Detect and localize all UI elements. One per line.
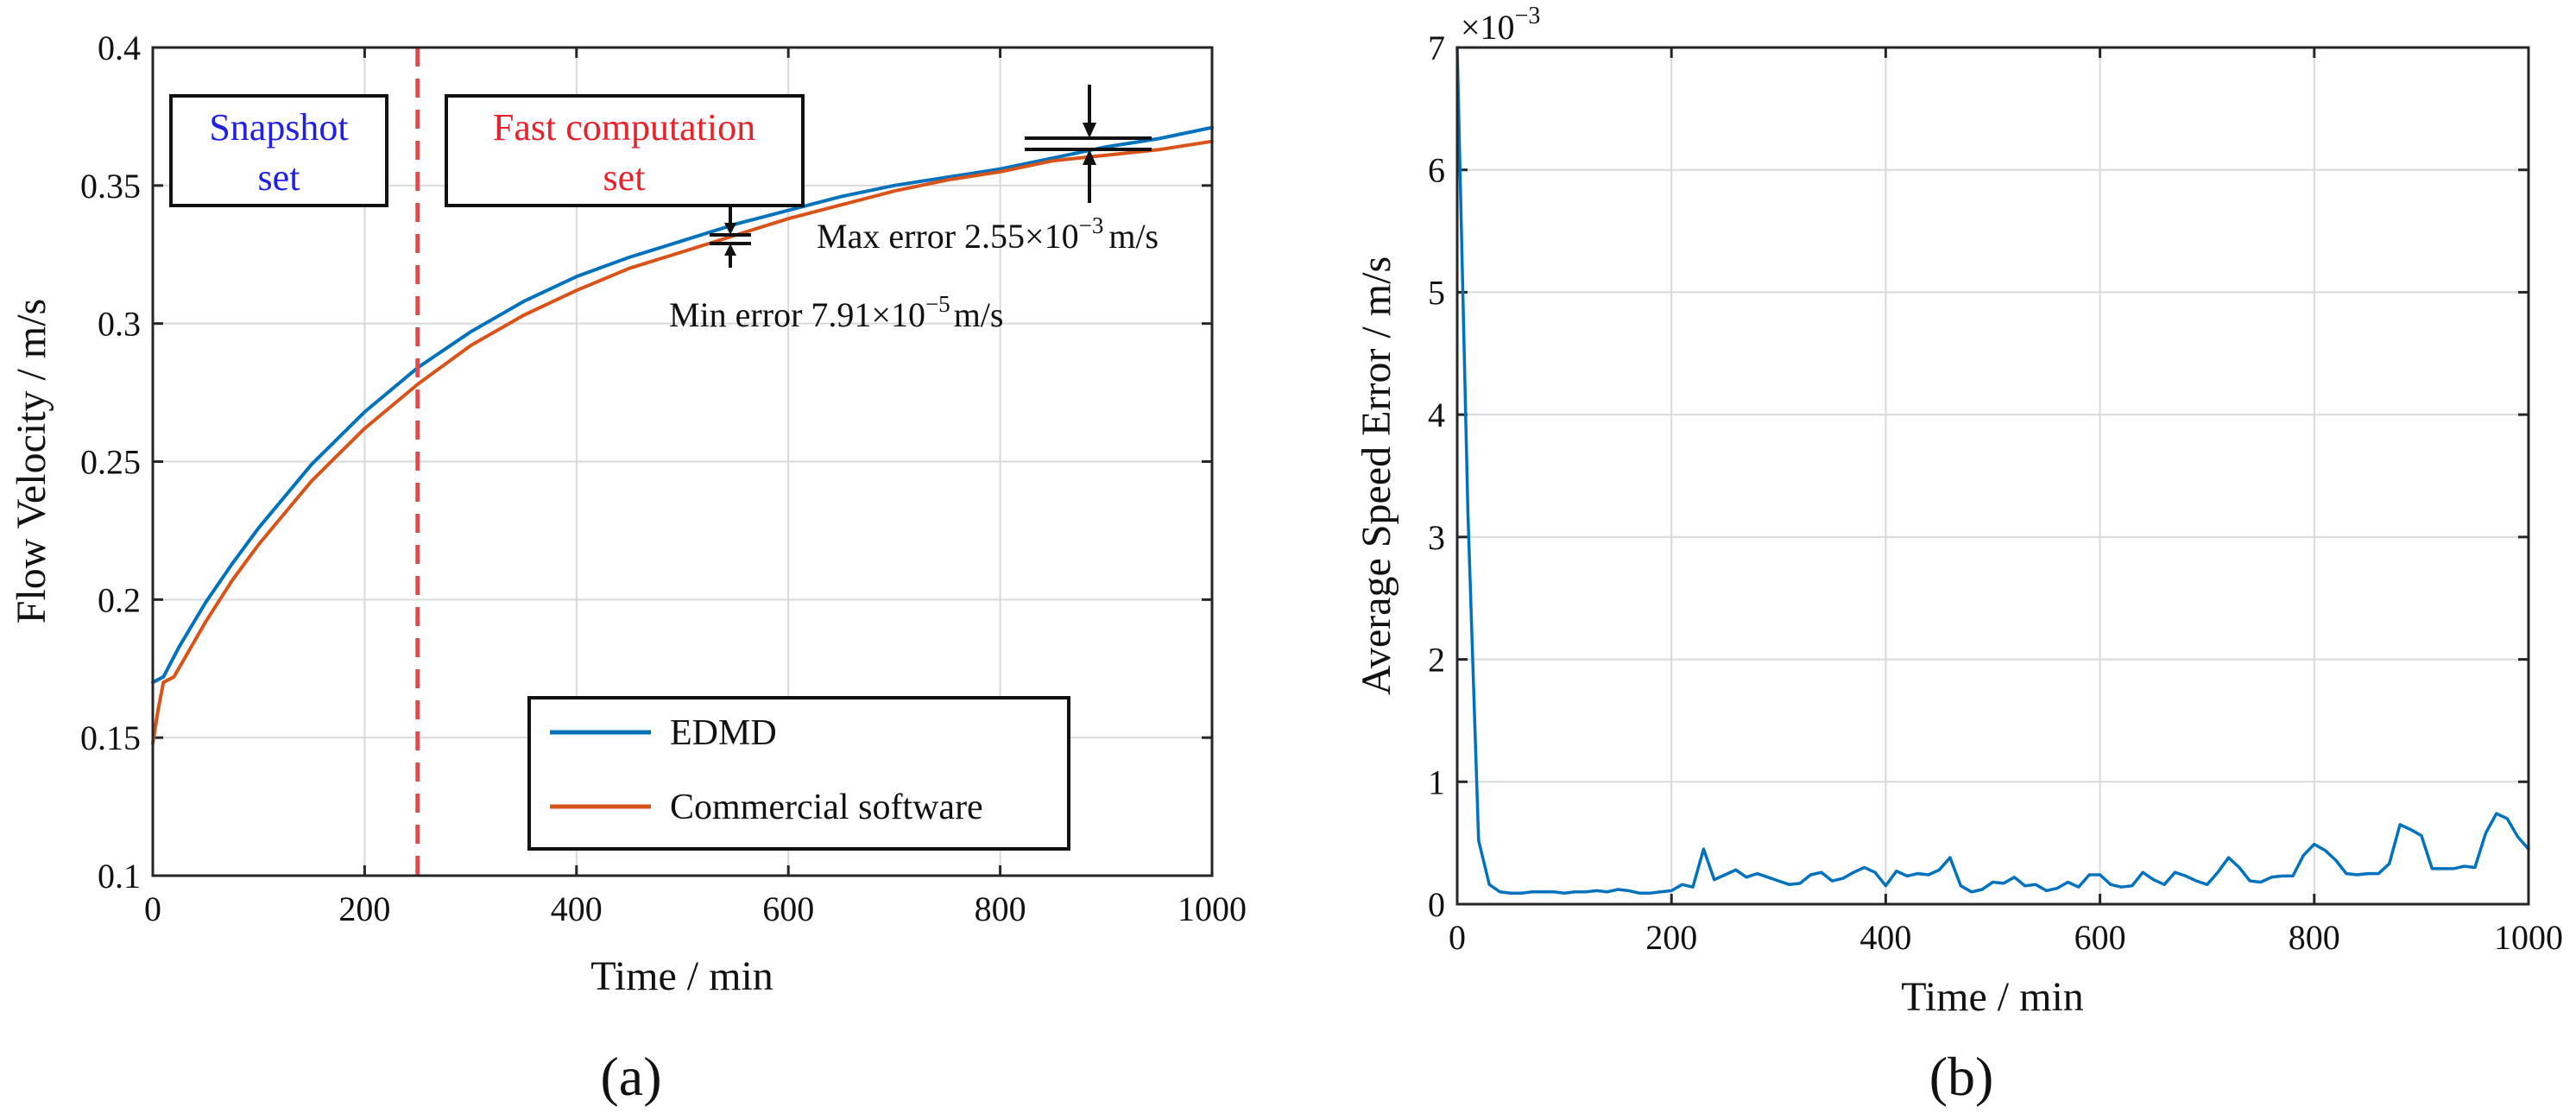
chart-b-ytick-label: 2	[1428, 641, 1445, 680]
snapshot-set-label-line2: set	[258, 156, 300, 199]
chart-a-ytick-label: 0.25	[80, 443, 141, 482]
legend-label-commercial: Commercial software	[670, 788, 983, 827]
chart-a: 0 200 400 600 800 1000 0.1 0.15 0.2 0.25 0.3 0.35 0.…	[9, 28, 1247, 1107]
chart-b-ytick-label: 6	[1428, 151, 1445, 190]
chart-b-ticks: 0 200 400 600 800 1000 0 1 2 3 4 5 6 7	[1428, 28, 2563, 957]
chart-b-series-line-primary	[1455, 46, 2530, 895]
fast-computation-set-box	[445, 94, 805, 207]
chart-a-frame	[151, 46, 1214, 877]
chart-a-panel-label: (a)	[600, 1046, 661, 1107]
y-multiplier-exponent: −3	[1515, 3, 1541, 29]
chart-b-ytick-label: 7	[1428, 28, 1445, 67]
legend-label-edmd: EDMD	[670, 713, 777, 753]
chart-b-xtick-label: 0	[1449, 918, 1466, 957]
snapshot-set-box	[169, 94, 388, 207]
chart-a-xtick-label: 800	[975, 889, 1026, 928]
chart-a-ytick-label: 0.15	[80, 718, 141, 757]
fast-computation-set-label-line1: Fast computation	[493, 106, 755, 149]
min-error-annotation: Min error 7.91×10−5 m/s	[669, 291, 1003, 334]
max-error-exponent: −3	[1079, 212, 1104, 238]
chart-b-xlabel: Time / min	[1901, 974, 2084, 1020]
chart-b-ytick-label: 0	[1428, 885, 1445, 924]
snapshot-set-label-line1: Snapshot	[209, 106, 348, 149]
chart-b-frame	[1455, 46, 2530, 906]
chart-a-series-line-primary	[151, 125, 1214, 685]
min-error-unit: m/s	[954, 295, 1004, 334]
max-error-marker	[1025, 85, 1152, 203]
y-multiplier-base: ×10	[1461, 8, 1515, 47]
chart-b-xtick-label: 1000	[2494, 918, 2563, 957]
chart-b-ytick-label: 1	[1428, 763, 1445, 801]
chart-b-xtick-label: 200	[1645, 918, 1697, 957]
chart-b-grid	[1456, 47, 2529, 905]
min-error-prefix: Min error 7.91×10	[669, 295, 925, 334]
chart-a-xtick-label: 1000	[1178, 889, 1247, 928]
chart-a-ytick-label: 0.1	[98, 857, 141, 896]
chart-a-ytick-label: 0.4	[98, 28, 141, 67]
min-error-exponent: −5	[925, 291, 950, 317]
chart-a-legend: EDMD Commercial software	[527, 696, 1070, 851]
chart-a-series	[151, 125, 1214, 745]
fast-computation-set-label-line2: set	[603, 156, 646, 199]
chart-b-ytick-label: 3	[1428, 518, 1445, 557]
max-error-unit: m/s	[1108, 217, 1159, 256]
chart-a-ytick-label: 0.2	[98, 580, 141, 619]
max-error-prefix: Max error 2.55×10	[817, 217, 1079, 256]
chart-b-panel-label: (b)	[1929, 1046, 1994, 1107]
chart-a-xtick-label: 400	[551, 889, 603, 928]
chart-b-y-multiplier: ×10−3	[1461, 3, 1540, 47]
chart-a-ytick-label: 0.35	[80, 167, 141, 206]
chart-b-xtick-label: 800	[2289, 918, 2340, 957]
legend-box	[527, 696, 1070, 851]
chart-a-ytick-label: 0.3	[98, 305, 141, 344]
chart-a-xtick-label: 0	[144, 889, 161, 928]
chart-a-xtick-label: 600	[762, 889, 814, 928]
chart-b: 0 200 400 600 800 1000 0 1 2 3 4 5 6 7 ×10−3 Time / m…	[1354, 3, 2563, 1107]
chart-a-ylabel: Flow Velocity / m/s	[9, 299, 54, 623]
chart-b-series	[1455, 46, 2530, 895]
min-error-marker	[710, 207, 751, 268]
chart-a-series-line-secondary	[151, 139, 1214, 745]
chart-b-xtick-label: 400	[1859, 918, 1911, 957]
chart-a-ticks: 0 200 400 600 800 1000 0.1 0.15 0.2 0.25 0.3 0.35 0.…	[80, 28, 1247, 928]
chart-b-xtick-label: 600	[2074, 918, 2126, 957]
max-error-annotation: Max error 2.55×10−3 m/s	[817, 212, 1159, 256]
chart-b-ytick-label: 4	[1428, 396, 1445, 434]
chart-a-xtick-label: 200	[338, 889, 390, 928]
chart-a-xlabel: Time / min	[590, 953, 773, 999]
chart-b-ylabel: Average Speed Error / m/s	[1354, 256, 1399, 695]
chart-b-ytick-label: 5	[1428, 273, 1445, 312]
